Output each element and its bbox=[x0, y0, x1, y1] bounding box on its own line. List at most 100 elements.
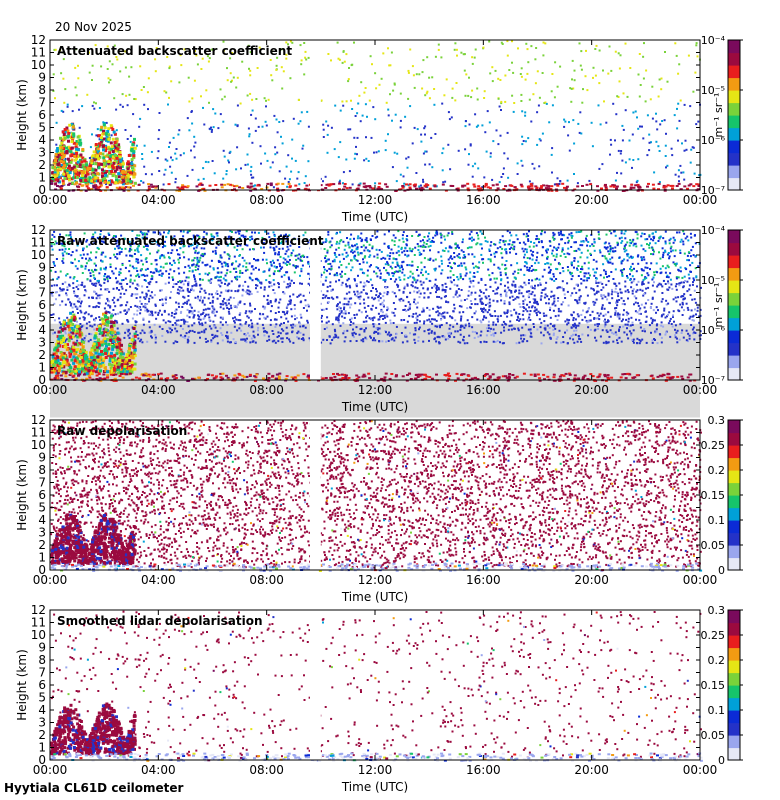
noise-pixel bbox=[614, 268, 617, 271]
noise-pixel bbox=[408, 315, 411, 318]
noise-pixel bbox=[503, 302, 506, 305]
noise-pixel bbox=[616, 304, 619, 307]
noise-pixel bbox=[664, 271, 667, 274]
noise-pixel bbox=[486, 302, 489, 305]
noise-pixel bbox=[201, 253, 204, 255]
noise-pixel bbox=[457, 265, 459, 267]
noise-pixel bbox=[202, 167, 205, 170]
noise-pixel bbox=[544, 42, 547, 45]
noise-pixel bbox=[296, 332, 299, 335]
boundary-layer-pixel bbox=[687, 184, 691, 187]
cloud-pixel bbox=[85, 166, 89, 169]
noise-pixel bbox=[470, 96, 473, 99]
noise-pixel bbox=[608, 301, 611, 304]
noise-pixel bbox=[207, 297, 210, 300]
noise-pixel bbox=[593, 329, 596, 332]
boundary-layer-pixel bbox=[675, 185, 679, 187]
noise-pixel bbox=[179, 281, 182, 284]
boundary-layer-pixel bbox=[496, 187, 500, 190]
noise-pixel bbox=[193, 236, 195, 239]
noise-pixel bbox=[75, 94, 78, 97]
noise-pixel bbox=[188, 331, 191, 334]
noise-pixel bbox=[520, 159, 523, 162]
noise-pixel bbox=[147, 230, 150, 233]
noise-pixel bbox=[187, 336, 190, 338]
noise-pixel bbox=[262, 313, 265, 316]
noise-pixel bbox=[125, 328, 128, 331]
noise-pixel bbox=[88, 321, 91, 324]
noise-pixel bbox=[657, 95, 660, 98]
noise-pixel bbox=[661, 285, 664, 288]
noise-pixel bbox=[176, 291, 179, 294]
noise-pixel bbox=[637, 127, 640, 130]
noise-pixel bbox=[321, 308, 324, 311]
noise-pixel bbox=[650, 262, 653, 265]
noise-pixel bbox=[534, 278, 537, 281]
noise-pixel bbox=[436, 305, 439, 308]
noise-pixel bbox=[342, 182, 344, 185]
noise-pixel bbox=[518, 313, 521, 315]
noise-pixel bbox=[413, 86, 416, 89]
noise-pixel bbox=[421, 274, 424, 277]
noise-pixel bbox=[265, 124, 268, 127]
noise-pixel bbox=[446, 311, 449, 314]
noise-pixel bbox=[239, 300, 242, 303]
noise-pixel bbox=[105, 310, 108, 313]
noise-pixel bbox=[59, 49, 62, 52]
noise-pixel bbox=[601, 282, 604, 285]
noise-pixel bbox=[358, 333, 361, 336]
noise-pixel bbox=[629, 241, 632, 244]
y-tick-label: 5 bbox=[38, 121, 46, 135]
noise-pixel bbox=[423, 241, 426, 244]
noise-pixel bbox=[294, 324, 297, 327]
cloud-pixel bbox=[59, 136, 62, 140]
noise-pixel bbox=[349, 323, 352, 326]
noise-pixel bbox=[666, 80, 669, 83]
boundary-layer-pixel bbox=[689, 183, 693, 186]
noise-pixel bbox=[407, 276, 410, 279]
noise-pixel bbox=[625, 311, 628, 314]
noise-pixel bbox=[233, 320, 236, 323]
noise-pixel bbox=[67, 234, 70, 237]
noise-pixel bbox=[182, 251, 185, 254]
noise-pixel bbox=[337, 315, 340, 318]
noise-pixel bbox=[683, 252, 686, 255]
cloud-pixel bbox=[99, 128, 103, 132]
noise-pixel bbox=[59, 304, 62, 307]
noise-pixel bbox=[422, 249, 425, 252]
noise-pixel bbox=[130, 294, 133, 297]
noise-pixel bbox=[212, 108, 215, 111]
cloud-pixel bbox=[103, 169, 107, 173]
noise-pixel bbox=[679, 323, 682, 326]
noise-pixel bbox=[563, 125, 566, 128]
noise-pixel bbox=[366, 115, 368, 118]
cloud-pixel bbox=[112, 130, 116, 134]
noise-pixel bbox=[190, 110, 193, 113]
noise-pixel bbox=[52, 90, 55, 92]
noise-pixel bbox=[659, 272, 662, 275]
noise-pixel bbox=[103, 235, 106, 238]
noise-pixel bbox=[519, 73, 522, 75]
cloud-pixel bbox=[61, 179, 65, 183]
cloud-pixel bbox=[131, 143, 135, 147]
noise-pixel bbox=[592, 76, 594, 79]
noise-pixel bbox=[364, 87, 367, 89]
boundary-layer-pixel bbox=[449, 184, 453, 187]
noise-pixel bbox=[580, 251, 583, 254]
boundary-layer-pixel bbox=[248, 186, 252, 189]
noise-pixel bbox=[562, 289, 565, 292]
boundary-layer-pixel bbox=[636, 183, 640, 186]
cloud-pixel bbox=[67, 178, 71, 182]
noise-pixel bbox=[98, 107, 101, 109]
noise-pixel bbox=[484, 131, 487, 134]
noise-pixel bbox=[692, 146, 695, 149]
noise-pixel bbox=[631, 256, 633, 259]
noise-pixel bbox=[285, 53, 288, 56]
noise-pixel bbox=[547, 271, 550, 274]
y-axis-label: Height (km) bbox=[15, 79, 29, 150]
noise-pixel bbox=[191, 97, 194, 100]
noise-pixel bbox=[347, 303, 350, 306]
noise-pixel bbox=[535, 269, 538, 271]
cloud-pixel bbox=[104, 149, 108, 153]
noise-pixel bbox=[655, 112, 657, 115]
